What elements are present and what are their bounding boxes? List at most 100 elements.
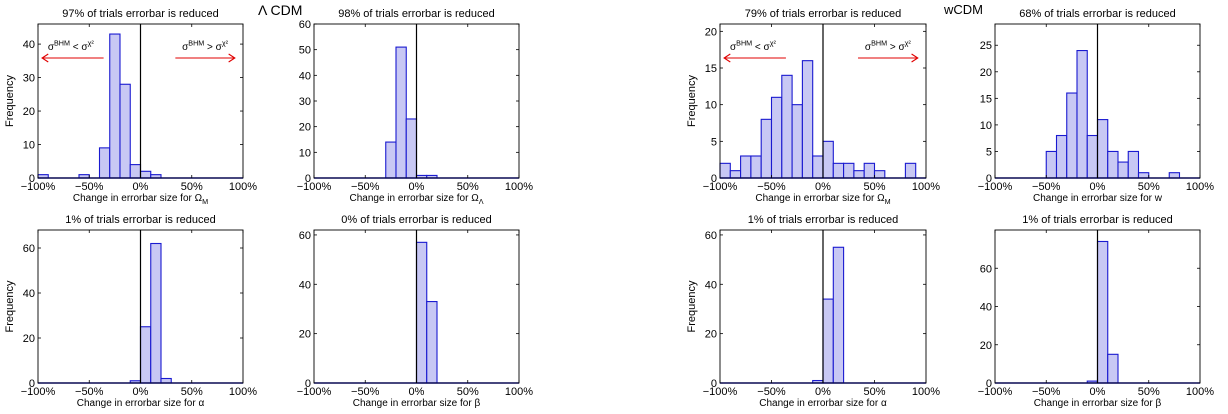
y-tick-label: 20 bbox=[23, 106, 35, 118]
group-label-wcdm: wCDM bbox=[944, 2, 983, 17]
y-tick-label: 20 bbox=[705, 329, 717, 341]
subplot-2 bbox=[313, 23, 520, 179]
y-tick-label: 30 bbox=[299, 96, 311, 108]
y-tick-label: 60 bbox=[980, 263, 992, 275]
histogram-bar bbox=[812, 155, 824, 179]
subplot-title: 79% of trials errorbar is reduced bbox=[745, 8, 902, 20]
y-axis-label: Frequency bbox=[4, 280, 16, 332]
group-label-lcdm: Λ CDM bbox=[258, 2, 303, 18]
subplot-title: 97% of trials errorbar is reduced bbox=[62, 8, 219, 20]
histogram-bar bbox=[1045, 150, 1058, 179]
x-axis-label: Change in errorbar size for β bbox=[1034, 398, 1162, 409]
y-tick-label: 60 bbox=[23, 243, 35, 255]
y-tick-label: 10 bbox=[705, 100, 717, 112]
x-tick-label: 50% bbox=[457, 181, 479, 193]
arrow-left-head bbox=[41, 53, 49, 63]
x-axis-label: Change in errorbar size for ΩM​ bbox=[755, 193, 890, 206]
x-tick-label: −100% bbox=[703, 386, 738, 398]
histogram-bar bbox=[770, 96, 783, 179]
histogram-bar bbox=[1107, 150, 1119, 179]
histogram-bar bbox=[1127, 150, 1140, 179]
x-axis-label: Change in errorbar size for ΩM​ bbox=[73, 193, 208, 206]
histogram-bar bbox=[1076, 50, 1088, 179]
x-tick-label: −100% bbox=[297, 386, 332, 398]
annotation-label-left: σBHM​ < σχ²​ bbox=[48, 39, 95, 54]
x-axis-label: Change in errorbar size for β bbox=[353, 398, 481, 409]
y-tick-label: 40 bbox=[23, 39, 35, 51]
histogram-bar bbox=[832, 246, 845, 384]
x-tick-label: −100% bbox=[21, 181, 56, 193]
histogram-bar bbox=[791, 104, 803, 179]
histogram-bar bbox=[781, 74, 793, 179]
histogram-bar bbox=[822, 140, 834, 179]
y-tick-label: 0 bbox=[305, 173, 311, 185]
y-axis-label: Frequency bbox=[4, 75, 16, 127]
histogram-bar bbox=[853, 170, 865, 179]
histogram-bar bbox=[109, 33, 121, 179]
histogram-bar bbox=[719, 162, 731, 179]
y-tick-label: 10 bbox=[299, 147, 311, 159]
y-tick-label: 0 bbox=[711, 378, 717, 390]
x-tick-label: 0% bbox=[133, 386, 149, 398]
histogram-bar bbox=[415, 241, 428, 384]
arrow-left-head bbox=[723, 53, 731, 63]
histogram-bar bbox=[760, 118, 773, 179]
x-tick-label: 100% bbox=[229, 181, 257, 193]
y-tick-label: 0 bbox=[986, 173, 992, 185]
y-tick-label: 40 bbox=[299, 70, 311, 82]
y-tick-label: 20 bbox=[299, 122, 311, 134]
x-tick-label: −100% bbox=[978, 181, 1013, 193]
arrow-right-head bbox=[228, 53, 236, 63]
y-tick-label: 20 bbox=[299, 329, 311, 341]
histogram-bar bbox=[1066, 92, 1078, 179]
y-tick-label: 40 bbox=[705, 279, 717, 291]
y-tick-label: 0 bbox=[711, 173, 717, 185]
x-tick-label: −100% bbox=[978, 386, 1013, 398]
y-tick-label: 0 bbox=[29, 173, 35, 185]
subplot-title: 68% of trials errorbar is reduced bbox=[1019, 8, 1176, 20]
histogram-bar bbox=[750, 155, 762, 179]
subplot-7 bbox=[719, 229, 927, 384]
y-tick-label: 20 bbox=[980, 340, 992, 352]
histogram-bar bbox=[98, 147, 111, 179]
y-tick-label: 25 bbox=[980, 40, 992, 52]
subplot-title: 1% of trials errorbar is reduced bbox=[748, 214, 898, 226]
x-tick-label: −100% bbox=[21, 386, 56, 398]
x-tick-label: 50% bbox=[863, 181, 885, 193]
x-tick-label: −100% bbox=[297, 181, 332, 193]
x-tick-label: 0% bbox=[133, 181, 149, 193]
x-tick-label: −100% bbox=[703, 181, 738, 193]
y-tick-label: 30 bbox=[23, 73, 35, 85]
y-axis-label: Frequency bbox=[686, 280, 698, 332]
x-tick-label: 0% bbox=[409, 386, 425, 398]
x-tick-label: 50% bbox=[457, 386, 479, 398]
histogram-bar bbox=[139, 170, 152, 179]
histogram-bar bbox=[150, 242, 162, 384]
x-tick-label: 100% bbox=[505, 386, 533, 398]
y-tick-label: 10 bbox=[23, 140, 35, 152]
subplot-title: 98% of trials errorbar is reduced bbox=[338, 8, 495, 20]
annotation-label-right: σBHM​ > σχ²​ bbox=[182, 39, 229, 54]
y-tick-label: 40 bbox=[299, 279, 311, 291]
histogram-bar bbox=[395, 46, 407, 179]
histogram-bar bbox=[405, 118, 418, 179]
x-tick-label: 0% bbox=[1090, 386, 1106, 398]
x-axis-label: Change in errorbar size for ΩΛ​ bbox=[349, 193, 483, 206]
x-tick-label: 0% bbox=[815, 386, 831, 398]
x-tick-label: −50% bbox=[351, 386, 380, 398]
x-tick-label: 100% bbox=[1186, 181, 1214, 193]
histogram-bar bbox=[1086, 134, 1099, 179]
y-tick-label: 10 bbox=[980, 120, 992, 132]
y-tick-label: 60 bbox=[299, 19, 311, 31]
subplot-title: 0% of trials errorbar is reduced bbox=[341, 214, 491, 226]
histogram-bar bbox=[1096, 119, 1109, 179]
subplot-title: 1% of trials errorbar is reduced bbox=[65, 214, 215, 226]
x-tick-label: −50% bbox=[351, 181, 380, 193]
y-tick-label: 5 bbox=[986, 146, 992, 158]
histogram-bar bbox=[1168, 172, 1181, 179]
y-tick-label: 15 bbox=[980, 93, 992, 105]
histogram-bar bbox=[119, 83, 131, 179]
y-tick-label: 20 bbox=[980, 67, 992, 79]
x-tick-label: 100% bbox=[912, 386, 940, 398]
